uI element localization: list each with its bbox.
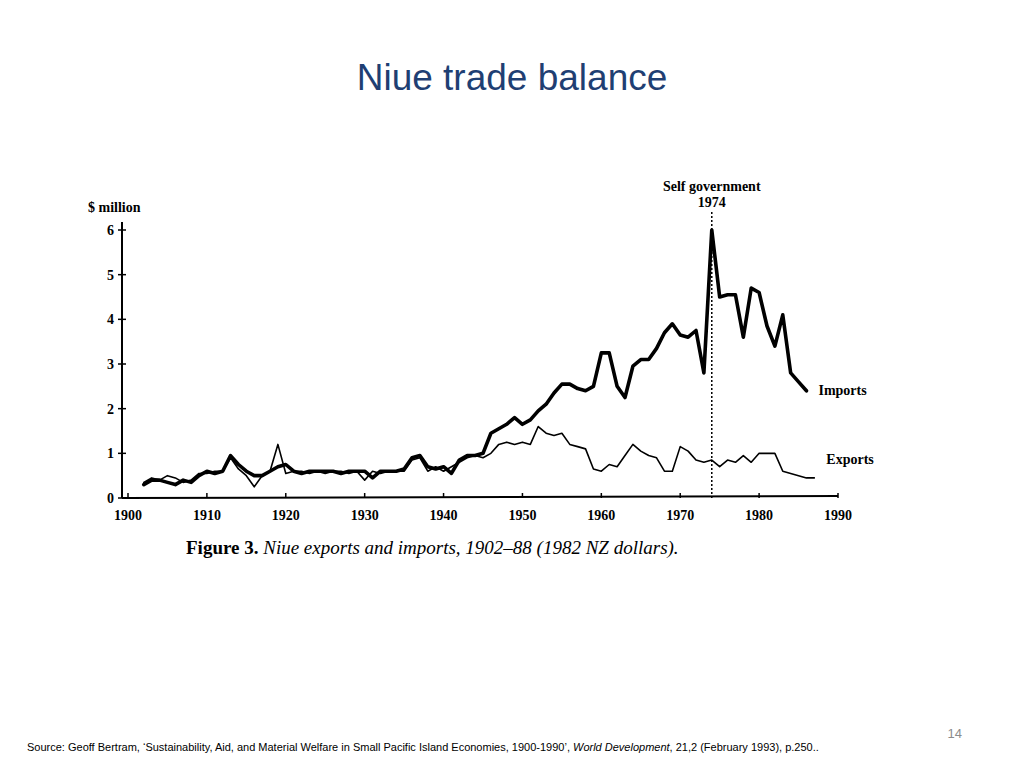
x-tick (601, 493, 603, 498)
annotation-text: 1974 (698, 195, 726, 210)
x-tick (679, 493, 681, 498)
x-tick-label: 1960 (587, 508, 615, 523)
x-tick-label: 1990 (824, 508, 852, 523)
y-tick (118, 274, 126, 276)
x-tick (127, 493, 129, 498)
series-label: Imports (818, 383, 867, 398)
series-line (144, 427, 815, 487)
x-tick-label: 1980 (745, 508, 773, 523)
x-tick-label: 1910 (193, 508, 221, 523)
x-tick (285, 493, 287, 498)
source-part: World Development (573, 741, 671, 753)
source-note: Source: Geoff Bertram, ‘Sustainability, … (27, 741, 819, 753)
x-tick (522, 493, 524, 498)
series-label: Exports (826, 452, 874, 467)
y-tick-label: 6 (107, 223, 114, 238)
slide-title: Niue trade balance (357, 57, 668, 98)
figure-caption: Figure 3. Niue exports and imports, 1902… (186, 537, 679, 559)
y-tick-label: 0 (107, 491, 114, 506)
x-tick-label: 1930 (351, 508, 379, 523)
y-tick (118, 453, 126, 455)
y-tick-label: 1 (107, 446, 114, 461)
y-tick (118, 229, 126, 231)
x-tick (364, 493, 366, 498)
x-tick-label: 1920 (272, 508, 300, 523)
x-tick-label: 1940 (430, 508, 458, 523)
caption-part: Figure 3. (186, 537, 258, 558)
x-tick (443, 493, 445, 498)
y-tick (118, 497, 126, 499)
source-part: Source: Geoff Bertram, ‘Sustainability, … (27, 741, 573, 753)
caption-part: Niue exports and imports, 1902–88 (1982 … (258, 537, 678, 559)
annotation-text: Self government (663, 179, 761, 194)
series-group (144, 230, 815, 487)
y-tick-label: 3 (107, 357, 114, 372)
x-tick (837, 493, 839, 498)
x-tick-label: 1950 (508, 508, 536, 523)
x-tick (758, 493, 760, 498)
source-part: , 21,2 (February 1993), p.250.. (670, 741, 819, 753)
y-tick-label: 4 (107, 312, 114, 327)
y-tick (118, 319, 126, 321)
slide: Niue trade balance $ million 0 1 2 3 4 5 6 1900 19… (0, 0, 1024, 768)
y-tick (118, 408, 126, 410)
y-axis-label: $ million (88, 200, 141, 215)
x-tick-label: 1970 (666, 508, 694, 523)
series-line (144, 230, 807, 485)
y-tick-label: 5 (107, 268, 114, 283)
x-tick (206, 493, 208, 498)
x-tick-label: 1900 (114, 508, 142, 523)
x-axis-line (122, 496, 838, 498)
y-axis-line (121, 222, 123, 498)
y-tick-label: 2 (107, 402, 114, 417)
page-number: 14 (948, 726, 962, 741)
y-tick (118, 363, 126, 365)
